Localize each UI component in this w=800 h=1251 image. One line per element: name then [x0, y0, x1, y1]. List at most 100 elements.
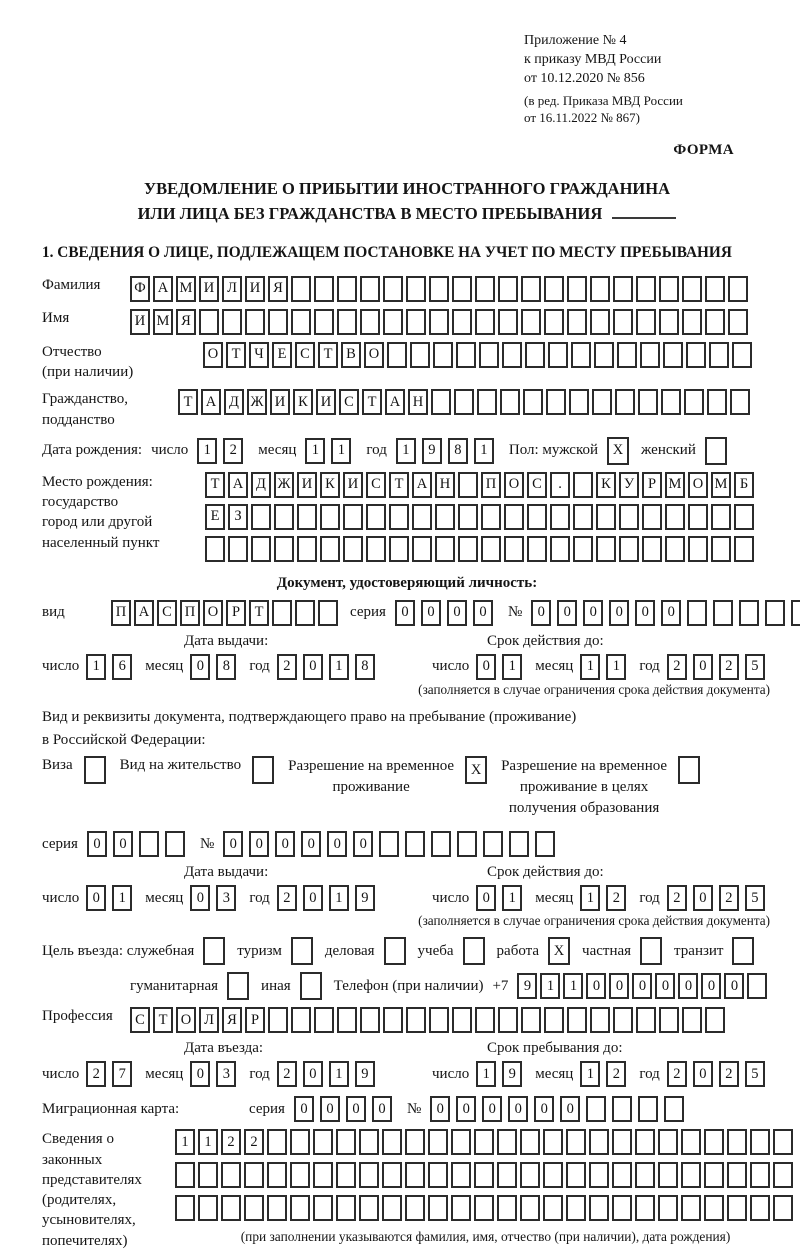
empty-cell — [452, 1007, 472, 1034]
purpose-other-checkbox — [299, 972, 325, 1001]
filled-cell: X — [465, 756, 488, 785]
empty-cell — [389, 535, 409, 562]
empty-cell — [458, 471, 478, 498]
filled-cell: 8 — [354, 653, 375, 680]
purpose-business-checkbox — [383, 937, 409, 966]
appendix-line: от 10.12.2020 № 856 — [524, 70, 645, 86]
filled-cell: 1 — [580, 653, 601, 680]
filled-cell: С — [527, 471, 547, 498]
legal-reps-row2 — [175, 1162, 796, 1189]
empty-cell — [613, 275, 633, 302]
empty-cell — [244, 1195, 264, 1222]
filled-cell: 9 — [354, 885, 375, 912]
empty-cell — [228, 535, 248, 562]
filled-cell: 7 — [112, 1061, 133, 1088]
empty-cell — [543, 1195, 563, 1222]
empty-cell — [251, 535, 271, 562]
empty-cell — [636, 1007, 656, 1034]
empty-cell — [684, 389, 704, 416]
empty-cell — [544, 275, 564, 302]
empty-cell — [83, 756, 106, 785]
filled-cell: 5 — [744, 653, 765, 680]
filled-cell: 2 — [244, 1129, 264, 1156]
empty-cell — [297, 503, 317, 530]
filled-cell: А — [201, 389, 221, 416]
appendix-block: Приложение № 4 к приказу МВД России от 1… — [524, 32, 772, 126]
filled-cell: Ж — [247, 389, 267, 416]
empty-cell — [613, 1007, 633, 1034]
purpose-other-label: иная — [261, 977, 291, 994]
filled-cell: П — [481, 471, 501, 498]
empty-cell — [636, 308, 656, 335]
appendix-line: Приложение № 4 — [524, 33, 627, 48]
filled-cell: 9 — [354, 1061, 375, 1088]
empty-cell — [713, 599, 734, 626]
empty-cell — [405, 1129, 425, 1156]
doc-issue-heading: Дата выдачи: — [184, 632, 269, 649]
empty-cell — [366, 535, 386, 562]
empty-cell — [428, 1129, 448, 1156]
empty-cell — [663, 341, 683, 368]
surname-label: Фамилия — [42, 276, 101, 293]
purpose-private-checkbox — [640, 937, 665, 966]
empty-cell — [730, 389, 750, 416]
empty-cell — [504, 503, 524, 530]
doc-type-label: вид — [42, 604, 65, 621]
filled-cell: 1 — [395, 437, 416, 464]
empty-cell — [251, 503, 271, 530]
filled-cell: 0 — [609, 599, 630, 626]
filled-cell: 2 — [606, 1061, 627, 1088]
empty-cell — [267, 1162, 287, 1189]
empty-cell — [379, 831, 400, 858]
filled-cell: 1 — [331, 437, 352, 464]
empty-cell — [566, 1129, 586, 1156]
edition-line: от 16.11.2022 № 867) — [524, 109, 641, 125]
empty-cell — [509, 831, 530, 858]
empty-cell — [299, 972, 322, 1001]
filled-cell: 2 — [718, 1061, 739, 1088]
empty-cell — [359, 1195, 379, 1222]
empty-cell — [678, 756, 701, 785]
empty-cell — [659, 308, 679, 335]
purpose-business-label: деловая — [324, 942, 375, 959]
filled-cell: 1 — [328, 653, 349, 680]
empty-cell — [707, 389, 727, 416]
empty-cell — [527, 503, 547, 530]
filled-cell: 2 — [276, 1061, 297, 1088]
empty-cell — [366, 503, 386, 530]
empty-cell — [406, 308, 426, 335]
patronymic-label: Отчество (при наличии) — [42, 343, 134, 381]
empty-cell — [617, 341, 637, 368]
empty-cell — [497, 1162, 517, 1189]
empty-cell — [406, 1007, 426, 1034]
empty-cell — [548, 341, 568, 368]
filled-cell: Б — [734, 471, 754, 498]
edition-block: (в ред. Приказа МВД России от 16.11.2022… — [524, 93, 772, 127]
filled-cell: 1 — [328, 885, 349, 912]
filled-cell: О — [504, 471, 524, 498]
filled-cell: 0 — [319, 1096, 340, 1123]
empty-cell — [687, 599, 708, 626]
filled-cell: 0 — [476, 885, 497, 912]
empty-cell — [297, 535, 317, 562]
empty-cell — [661, 389, 681, 416]
filled-cell: 0 — [345, 1096, 366, 1123]
empty-cell — [590, 308, 610, 335]
visa-checkbox — [83, 756, 109, 785]
empty-cell — [773, 1129, 793, 1156]
filled-cell: 0 — [302, 885, 323, 912]
empty-cell — [658, 1195, 678, 1222]
empty-cell — [227, 972, 250, 1001]
empty-cell — [451, 1195, 471, 1222]
empty-cell — [635, 1195, 655, 1222]
empty-cell — [750, 1129, 770, 1156]
